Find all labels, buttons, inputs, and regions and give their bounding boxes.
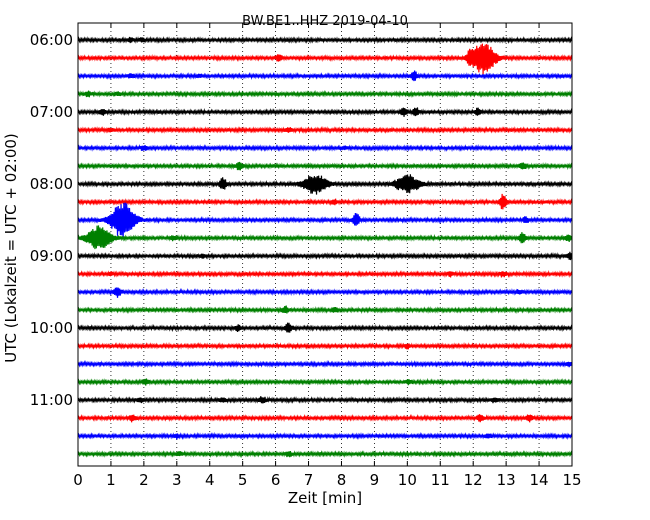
trace-line: [77, 305, 573, 314]
x-tick-label: 2: [139, 471, 149, 489]
trace-line: [77, 70, 573, 82]
trace-line: [77, 90, 573, 99]
trace-line: [77, 126, 573, 135]
trace-line: [77, 341, 573, 351]
trace-line: [77, 449, 573, 459]
y-tick-label: 11:00: [30, 391, 73, 409]
traces: [77, 35, 573, 459]
y-tick-label: 09:00: [30, 247, 73, 265]
x-tick-label: 10: [398, 471, 417, 489]
trace-line: [77, 413, 573, 423]
trace-line: [77, 144, 573, 153]
x-tick-label: 9: [370, 471, 380, 489]
y-axis-label: UTC (Lokalzeit = UTC + 02:00): [2, 133, 20, 363]
trace-line: [77, 395, 573, 404]
chart-title: BW.BE1..HHZ 2019-04-10: [242, 14, 408, 29]
x-tick-label: 8: [337, 471, 347, 489]
x-tick-label: 3: [172, 471, 182, 489]
y-tick-label: 06:00: [30, 31, 73, 49]
x-tick-label: 1: [106, 471, 116, 489]
trace-line: [77, 287, 573, 298]
trace-line: [77, 377, 573, 387]
plot-frame: [77, 22, 573, 467]
x-tick-label: 15: [562, 471, 581, 489]
y-tick-label: 10:00: [30, 319, 73, 337]
trace-line: [77, 43, 573, 75]
x-tick-label: 14: [530, 471, 549, 489]
trace-line: [77, 202, 573, 238]
x-tick-label: 13: [497, 471, 516, 489]
x-tick-label: 7: [304, 471, 314, 489]
y-tick-label: 07:00: [30, 103, 73, 121]
x-tick-label: 12: [464, 471, 483, 489]
trace-line: [77, 251, 573, 261]
x-tick-label: 5: [238, 471, 248, 489]
x-tick-label: 6: [271, 471, 281, 489]
x-tick-label: 0: [73, 471, 83, 489]
x-axis-ticks: 0 1 2 3 4 5 6 7 8 9 10 11 12 13 14 15: [73, 23, 582, 489]
y-axis-ticks: 06:00 07:00 08:00 09:00 10:00 11:00: [30, 31, 83, 409]
x-tick-label: 4: [205, 471, 215, 489]
trace-line: [77, 322, 573, 333]
trace-line: [77, 359, 573, 369]
trace-line: [77, 107, 573, 117]
trace-line: [77, 225, 573, 250]
trace-line: [77, 174, 573, 195]
x-axis-label: Zeit [min]: [288, 489, 362, 507]
trace-line: [77, 161, 573, 171]
x-tick-label: 11: [431, 471, 450, 489]
trace-line: [77, 431, 573, 440]
trace-line: [77, 35, 573, 44]
trace-line: [77, 270, 573, 279]
y-tick-label: 08:00: [30, 175, 73, 193]
trace-line: [77, 193, 573, 210]
